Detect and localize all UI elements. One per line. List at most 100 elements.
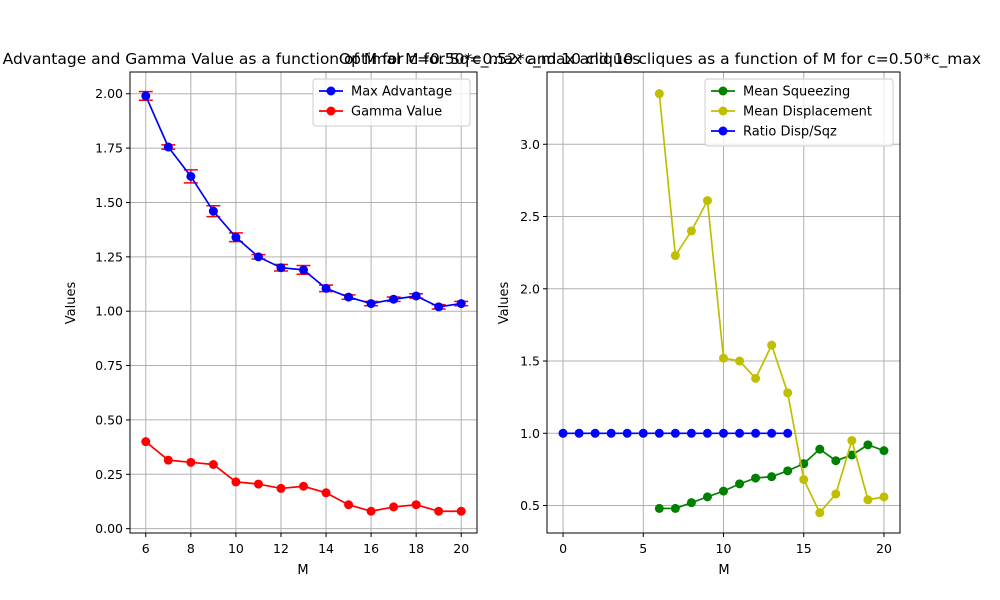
data-point	[686, 226, 696, 236]
data-point	[686, 428, 696, 438]
data-point	[847, 450, 857, 460]
data-point	[735, 479, 745, 489]
data-point	[366, 299, 376, 309]
data-point	[186, 171, 196, 181]
data-point	[638, 428, 648, 438]
data-point	[456, 506, 466, 516]
data-point	[719, 353, 728, 363]
data-point	[434, 506, 444, 516]
left-y-tick-label: 0.00	[95, 521, 123, 536]
legend-marker	[718, 126, 728, 136]
data-point	[606, 428, 616, 438]
legend-marker	[326, 106, 336, 116]
data-point	[783, 388, 793, 398]
data-point	[276, 483, 286, 493]
data-point	[735, 356, 745, 366]
right-series-mean-displacement	[654, 89, 889, 518]
right-legend: Mean Squeezing Mean Displacement Ratio Dis…	[704, 78, 894, 147]
data-point	[558, 428, 568, 438]
data-point	[863, 440, 873, 450]
data-point	[815, 508, 825, 518]
data-point	[344, 292, 354, 302]
left-legend-box	[312, 78, 471, 127]
data-point	[879, 492, 889, 502]
left-x-tick-label: 10	[228, 541, 244, 556]
data-point	[654, 428, 664, 438]
data-point	[186, 457, 196, 467]
data-point	[231, 477, 241, 487]
series-line	[658, 93, 885, 515]
data-point	[366, 506, 376, 516]
left-y-tick-label: 0.75	[95, 358, 123, 373]
legend-marker	[326, 86, 336, 96]
left-x-tick-label: 20	[453, 541, 469, 556]
data-point	[208, 206, 218, 216]
data-point	[141, 91, 151, 101]
data-point	[434, 302, 444, 312]
legend-item-mean-squeezing: Mean Squeezing	[711, 85, 850, 100]
right-y-axis-label: Values	[497, 282, 512, 325]
left-x-axis-label: M	[297, 563, 308, 578]
data-point	[622, 428, 632, 438]
left-x-tick-label: 8	[187, 541, 195, 556]
data-point	[411, 500, 421, 510]
right-series-mean-squeezing	[654, 440, 889, 513]
data-point	[389, 294, 399, 304]
left-legend: Max Advantage Gamma Value	[312, 78, 471, 127]
data-point	[815, 444, 825, 454]
left-plot-frame	[129, 71, 478, 534]
legend-item-max-advantage: Max Advantage	[319, 85, 452, 100]
data-point	[670, 503, 680, 513]
right-x-tick-label: 15	[796, 541, 812, 556]
legend-label: Gamma Value	[351, 105, 442, 120]
left-y-tick-label: 2.00	[95, 86, 123, 101]
data-point	[863, 495, 873, 505]
left-y-tick-label: 1.75	[95, 141, 123, 156]
data-point	[590, 428, 600, 438]
left-y-tick-label: 0.25	[95, 467, 123, 482]
data-point	[321, 283, 331, 293]
data-point	[751, 373, 761, 383]
left-series-gamma-value	[141, 437, 466, 516]
right-series-group	[558, 89, 889, 518]
legend-item-ratio-disp-sqz: Ratio Disp/Sqz	[711, 125, 837, 140]
legend-marker	[718, 86, 728, 96]
left-x-tick-label: 6	[142, 541, 150, 556]
right-x-tick-label: 20	[876, 541, 892, 556]
legend-label: Mean Squeezing	[743, 85, 850, 100]
data-point	[253, 252, 263, 262]
left-x-tick-label: 16	[363, 541, 379, 556]
data-point	[751, 473, 761, 483]
left-series-group	[138, 90, 469, 516]
left-x-tick-label: 12	[273, 541, 289, 556]
right-x-tick-label: 0	[559, 541, 567, 556]
right-legend-box	[704, 78, 894, 147]
data-point	[686, 498, 696, 508]
data-point	[783, 428, 793, 438]
legend-item-mean-displacement: Mean Displacement	[711, 105, 872, 120]
left-y-tick-label: 1.50	[95, 195, 123, 210]
right-y-tick-label: 1.0	[520, 426, 540, 441]
data-point	[751, 428, 761, 438]
right-y-tick-label: 3.0	[520, 137, 540, 152]
data-point	[654, 89, 664, 99]
left-y-tick-label: 1.00	[95, 304, 123, 319]
data-point	[767, 428, 777, 438]
legend-item-gamma-value: Gamma Value	[319, 105, 442, 120]
data-point	[799, 475, 809, 485]
data-point	[411, 291, 421, 301]
right-chart-title: Optimal M for Sq=0.52*c_max and 10 cliqu…	[339, 50, 981, 69]
data-point	[767, 472, 777, 482]
left-y-tick-label: 0.50	[95, 412, 123, 427]
left-grid	[130, 72, 477, 533]
right-subplot: 0 5 10 15 20 0.5 1.0 1.5 2.0 2.5 3.0 M Values Opti…	[339, 50, 981, 578]
left-x-tick-label: 14	[318, 541, 334, 556]
data-point	[141, 437, 151, 447]
data-point	[299, 481, 308, 491]
right-y-tick-label: 0.5	[520, 498, 540, 513]
data-point	[783, 466, 793, 476]
data-point	[767, 340, 777, 350]
legend-label: Mean Displacement	[743, 105, 872, 120]
right-ticks: 0 5 10 15 20 0.5 1.0 1.5 2.0 2.5 3.0	[520, 137, 892, 556]
